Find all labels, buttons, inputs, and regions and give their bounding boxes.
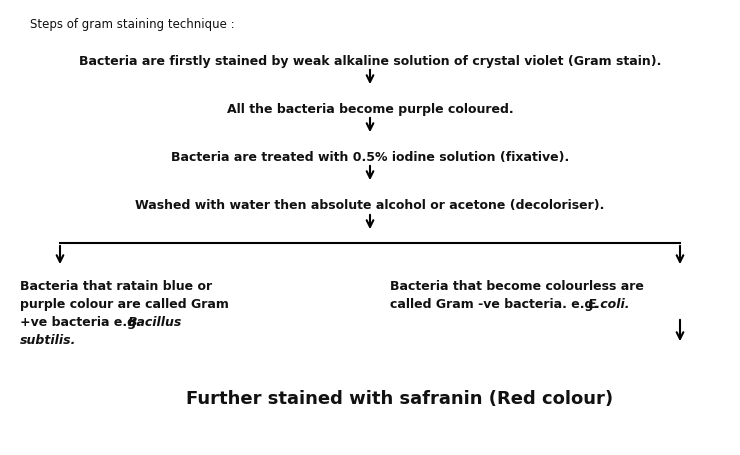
Text: Bacteria are treated with 0.5% iodine solution (fixative).: Bacteria are treated with 0.5% iodine so… — [171, 151, 569, 164]
Text: subtilis.: subtilis. — [20, 333, 76, 346]
Text: All the bacteria become purple coloured.: All the bacteria become purple coloured. — [226, 103, 514, 116]
Text: +ve bacteria e.g.: +ve bacteria e.g. — [20, 315, 145, 328]
Text: Further stained with safranin (Red colour): Further stained with safranin (Red colou… — [186, 389, 613, 407]
Text: called Gram -ve bacteria. e.g.: called Gram -ve bacteria. e.g. — [390, 298, 602, 310]
Text: Bacteria that become colourless are: Bacteria that become colourless are — [390, 279, 644, 293]
Text: Bacteria that ratain blue or: Bacteria that ratain blue or — [20, 279, 212, 293]
Text: Bacillus: Bacillus — [128, 315, 182, 328]
Text: Washed with water then absolute alcohol or acetone (decoloriser).: Washed with water then absolute alcohol … — [135, 198, 605, 212]
Text: purple colour are called Gram: purple colour are called Gram — [20, 298, 229, 310]
Text: Steps of gram staining technique :: Steps of gram staining technique : — [30, 18, 235, 31]
Text: E.coli.: E.coli. — [588, 298, 630, 310]
Text: Bacteria are firstly stained by weak alkaline solution of crystal violet (Gram s: Bacteria are firstly stained by weak alk… — [79, 55, 661, 68]
